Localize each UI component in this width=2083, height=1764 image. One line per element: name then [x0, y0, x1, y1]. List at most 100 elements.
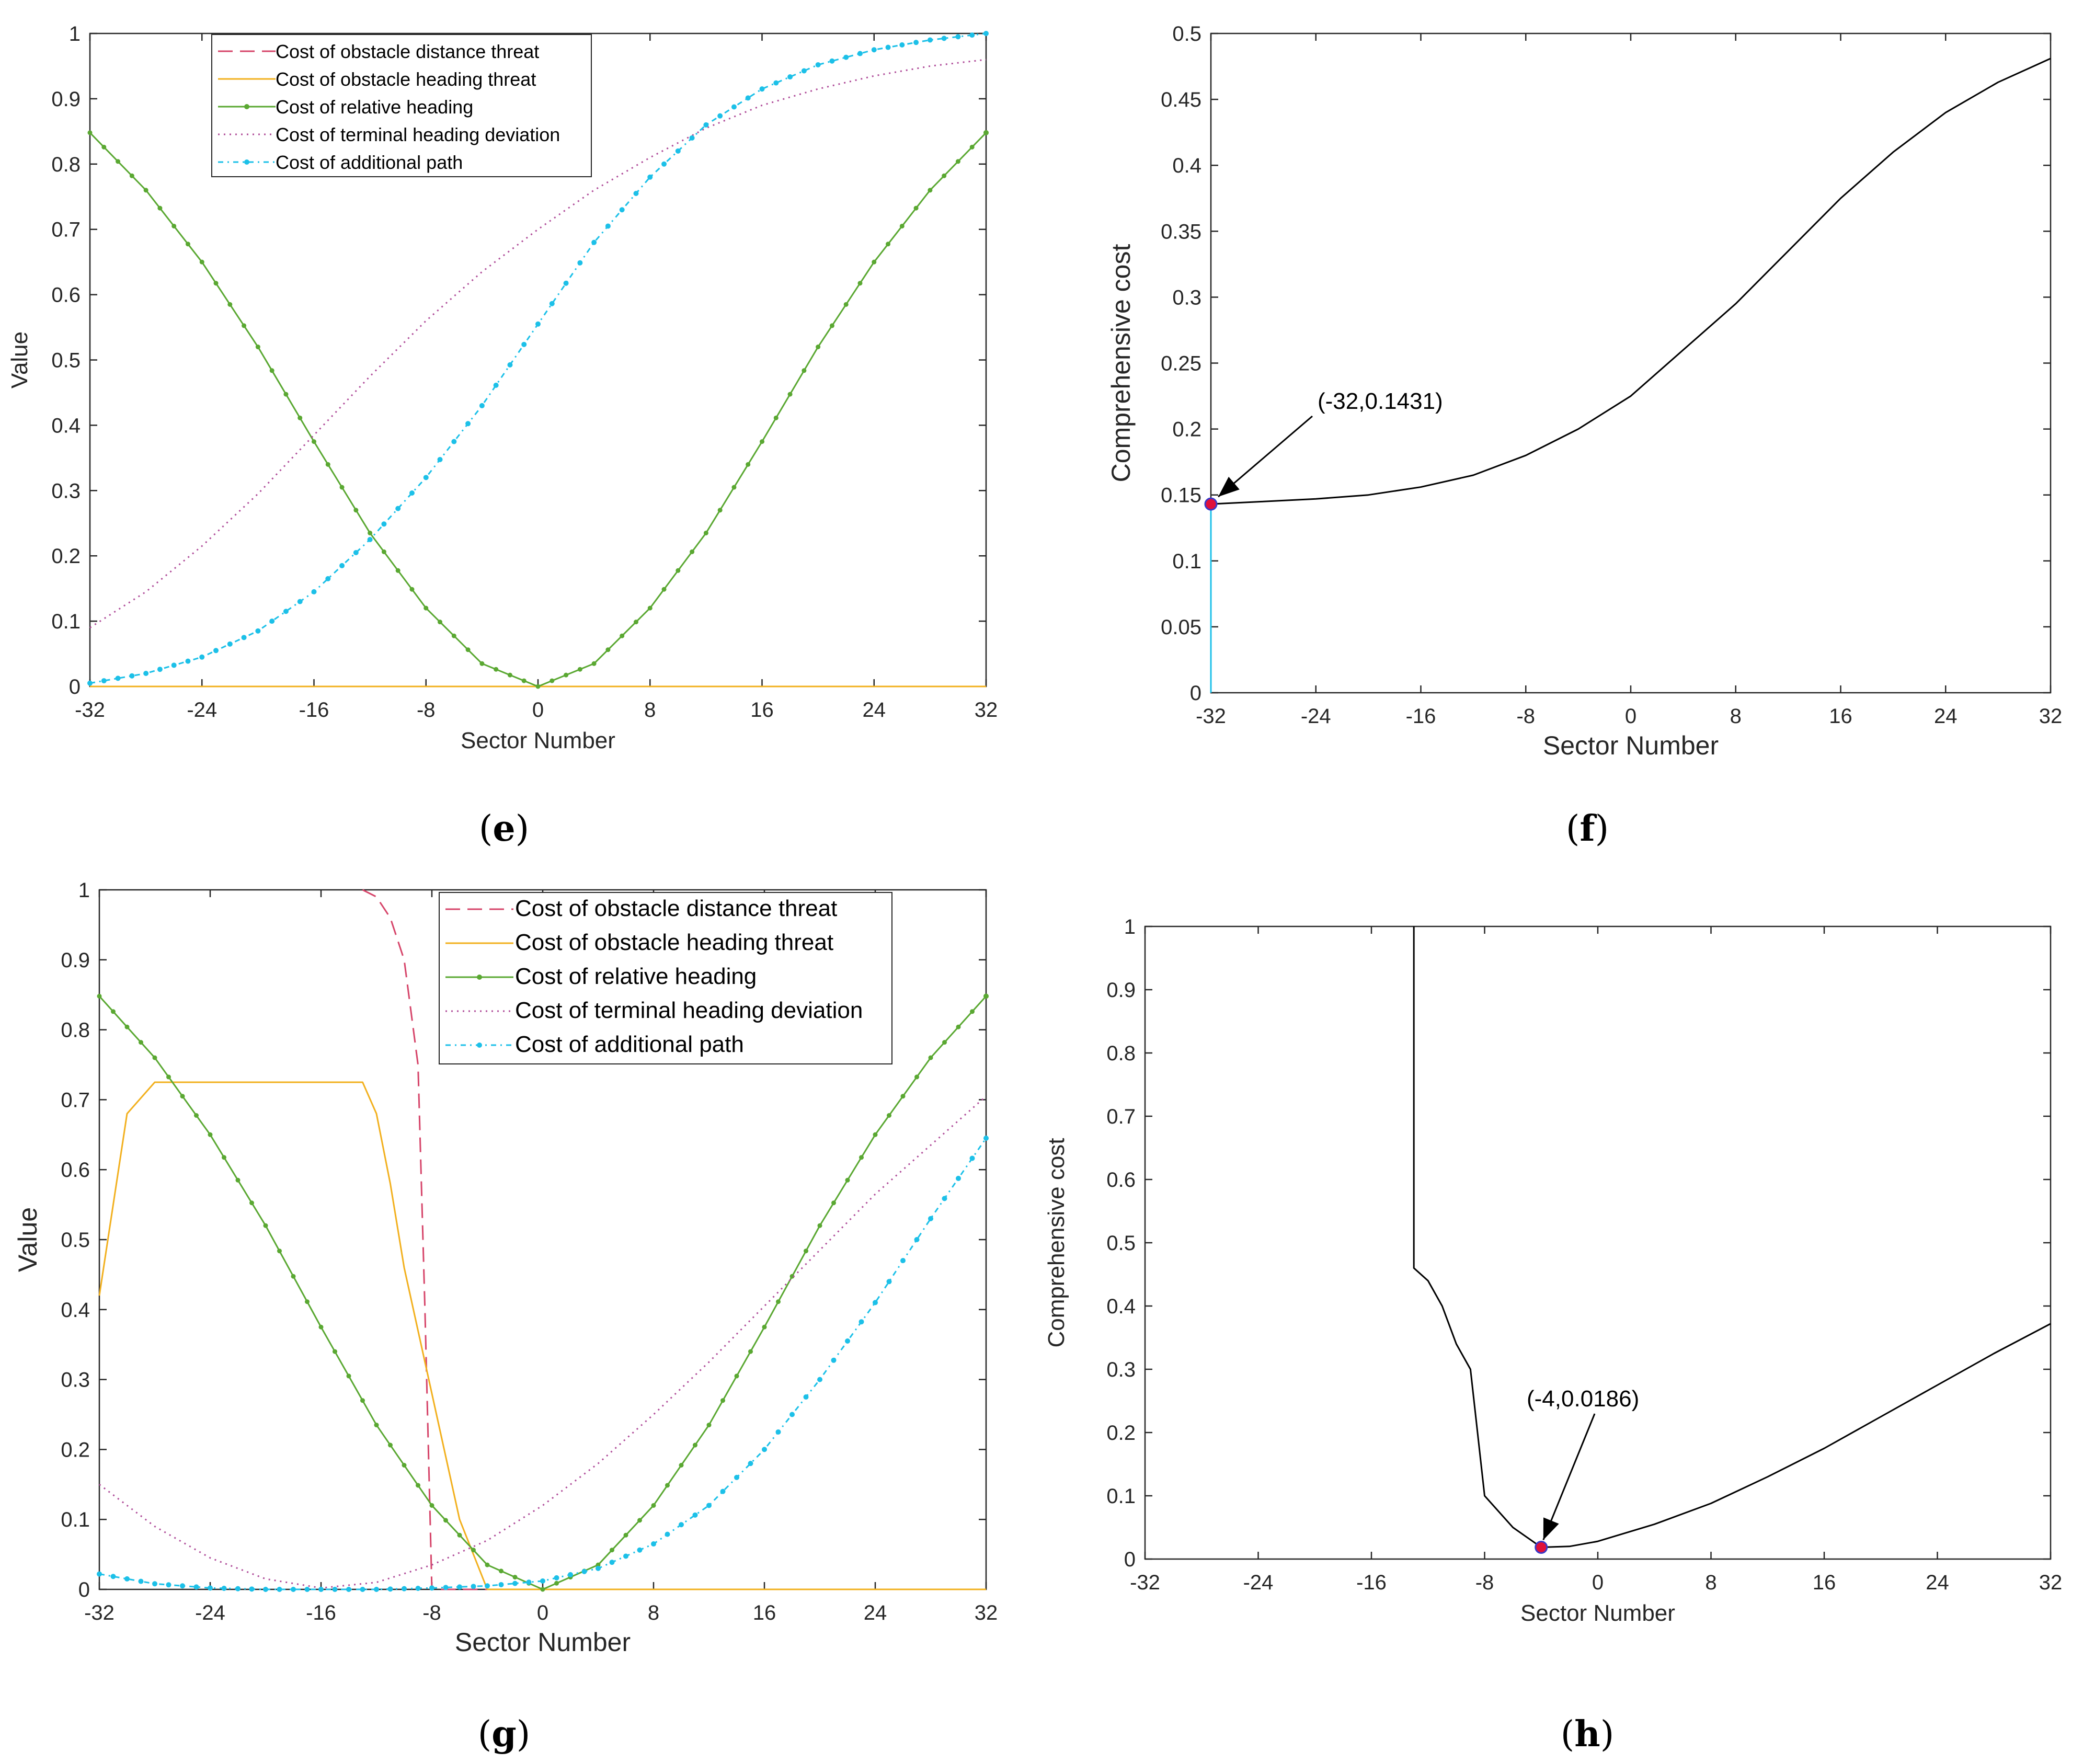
- series-marker: [845, 1177, 850, 1183]
- series-marker: [325, 576, 331, 581]
- series-marker: [381, 549, 386, 554]
- x-tick-label: 8: [1705, 1571, 1716, 1594]
- x-tick-label: 0: [532, 698, 544, 721]
- series-marker: [703, 122, 709, 128]
- series-marker: [526, 1579, 532, 1585]
- series-marker: [633, 191, 639, 197]
- series-marker: [801, 68, 807, 74]
- series-marker: [679, 1522, 684, 1528]
- series-marker: [485, 1562, 490, 1567]
- series-marker: [374, 1587, 379, 1592]
- x-axis-label: Sector Number: [1543, 731, 1719, 760]
- x-tick-label: -32: [1130, 1571, 1160, 1594]
- x-tick-label: -8: [1516, 705, 1535, 728]
- series-marker: [507, 362, 513, 368]
- series-marker: [941, 36, 947, 41]
- y-tick-label: 0.8: [61, 1019, 90, 1042]
- series-marker: [353, 549, 359, 555]
- series-marker: [734, 1373, 739, 1379]
- series-marker: [416, 1483, 420, 1488]
- series-marker: [360, 1398, 365, 1403]
- x-tick-label: -32: [84, 1601, 115, 1624]
- series-marker: [591, 661, 597, 666]
- series-marker: [194, 1113, 199, 1118]
- series-marker: [415, 1585, 421, 1591]
- series-marker: [692, 1512, 698, 1518]
- series-marker: [789, 1412, 795, 1417]
- legend-marker: [244, 104, 249, 109]
- series-marker: [402, 1463, 407, 1468]
- series-marker: [872, 259, 877, 265]
- series-marker: [689, 135, 695, 141]
- series-marker: [465, 647, 471, 652]
- series-marker: [843, 54, 849, 60]
- series-marker: [129, 173, 134, 178]
- series-marker: [942, 1196, 947, 1201]
- series-marker: [346, 1373, 351, 1379]
- series-marker: [157, 205, 163, 211]
- series-marker: [367, 536, 373, 542]
- series-marker: [479, 403, 485, 408]
- series-marker: [318, 1324, 324, 1330]
- annotation-arrow-line: [1542, 1413, 1596, 1541]
- y-tick-label: 0.35: [1161, 220, 1201, 243]
- y-tick-label: 0.45: [1161, 88, 1201, 111]
- series-marker: [166, 1582, 171, 1588]
- series-marker: [235, 1586, 241, 1591]
- y-tick-label: 0.3: [61, 1369, 90, 1392]
- series-marker: [451, 439, 457, 444]
- x-tick-label: 8: [1730, 705, 1742, 728]
- legend-label: Cost of terminal heading deviation: [515, 998, 863, 1023]
- legend-label: Cost of relative heading: [515, 964, 757, 989]
- series-marker: [679, 1463, 684, 1468]
- series-marker: [325, 462, 330, 467]
- x-tick-label: -24: [1243, 1571, 1274, 1594]
- chart-h: -32 -24 -16 -8 0 8 16 24 32 0 0.1 0.2 0.3 0.4 0.5 0.6 0.…: [1044, 915, 2062, 1626]
- series-marker: [623, 1553, 628, 1559]
- series-marker: [746, 462, 751, 467]
- y-tick-label: 0.9: [51, 88, 81, 111]
- x-tick-label: -8: [417, 698, 436, 721]
- series-marker: [166, 1074, 171, 1080]
- y-tick-label: 0.3: [1106, 1358, 1136, 1381]
- chart-f: -32 -24 -16 -8 0 8 16 24 32 0 0.05 0.1 0.15 0.2 0.25 0.…: [1106, 22, 2062, 760]
- series-marker: [703, 530, 708, 535]
- series-marker: [773, 80, 779, 86]
- legend-box: [211, 34, 592, 177]
- series-marker: [651, 1503, 656, 1508]
- series-marker: [928, 1055, 933, 1060]
- series-marker: [956, 1024, 961, 1029]
- series-line-0: [1413, 926, 2051, 1548]
- series-marker: [955, 34, 961, 40]
- series-marker: [152, 1581, 157, 1587]
- series-marker: [665, 1531, 670, 1537]
- panel-label-g: (g): [478, 1713, 531, 1755]
- y-tick-label: 0.1: [61, 1508, 90, 1531]
- series-marker: [471, 1548, 476, 1553]
- series-marker: [563, 280, 569, 286]
- x-tick-label: 0: [1592, 1571, 1604, 1594]
- series-marker: [886, 242, 891, 247]
- series-marker: [87, 130, 93, 135]
- x-tick-label: 16: [1829, 705, 1852, 728]
- series-marker: [409, 587, 415, 592]
- series-marker: [748, 1349, 753, 1354]
- series-marker: [493, 382, 499, 388]
- y-tick-label: 0.1: [51, 610, 81, 633]
- y-axis-label: Comprehensive cost: [1044, 1138, 1069, 1347]
- series-marker: [235, 1177, 241, 1183]
- series-line-0: [362, 889, 986, 1590]
- series-marker: [381, 521, 387, 527]
- series-marker: [983, 31, 989, 36]
- series-marker: [816, 345, 821, 350]
- series-marker: [802, 368, 807, 373]
- y-tick-label: 1: [78, 879, 90, 902]
- series-marker: [969, 32, 975, 38]
- y-tick-label: 0.5: [1172, 22, 1201, 45]
- series-marker: [577, 667, 582, 672]
- series-marker: [318, 1587, 324, 1592]
- series-marker: [554, 1575, 559, 1580]
- series-marker: [983, 993, 989, 999]
- series-marker: [101, 144, 107, 150]
